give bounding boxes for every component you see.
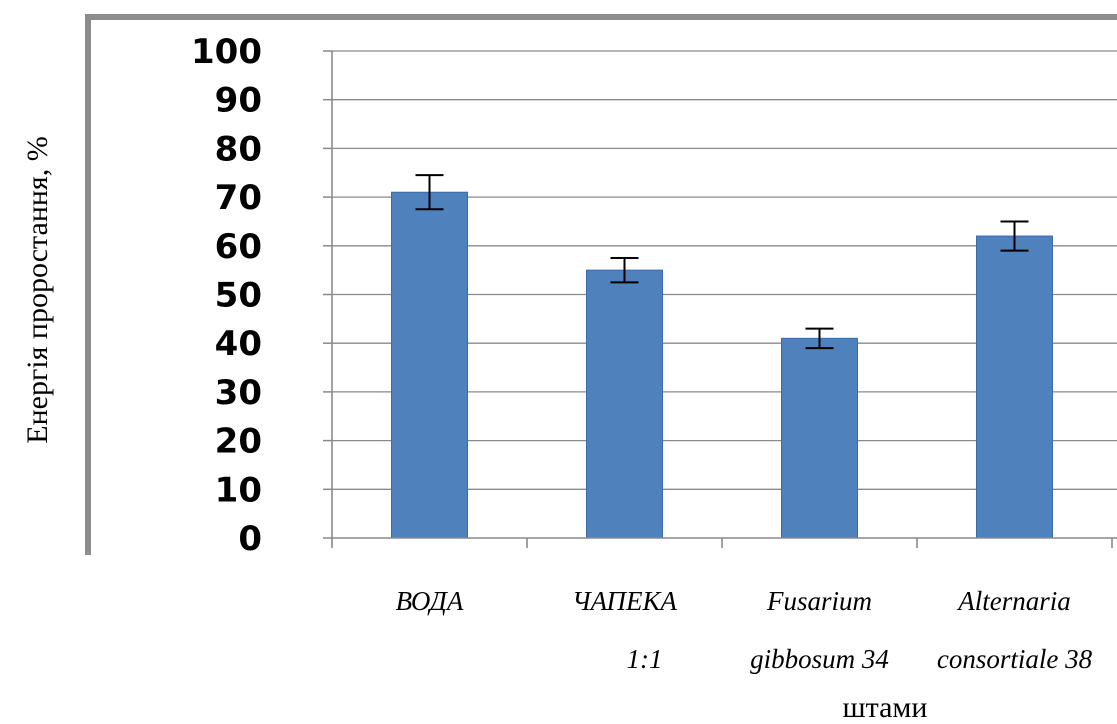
y-tick-label: 70	[215, 178, 262, 218]
x-axis-label: штами	[843, 691, 928, 724]
x-tick-labels: ВОДА ЧАПЕКА 1:1 Fusarium gibbosum 34 Alternar…	[396, 586, 1093, 674]
y-tick-label: 90	[215, 81, 262, 121]
y-tick-label: 30	[215, 373, 262, 413]
bar	[976, 235, 1053, 539]
y-tick-label: 40	[215, 324, 262, 364]
error-bar	[1000, 220, 1029, 252]
chart-frame	[85, 14, 1117, 555]
error-bars	[415, 174, 1029, 350]
bar	[586, 269, 663, 539]
error-bar	[610, 256, 639, 284]
x-tick-label: Alternaria	[956, 586, 1071, 616]
y-tick-label: 50	[215, 276, 262, 316]
bars	[391, 191, 1053, 539]
x-tick-label: Fusarium	[766, 586, 872, 616]
x-tick-label: consortiale 38	[937, 644, 1093, 674]
y-tick-label: 60	[215, 227, 262, 267]
y-axis-label: Енергія проростання, %	[21, 136, 54, 443]
error-bar	[805, 327, 834, 350]
y-tick-label: 0	[238, 519, 262, 559]
x-tick-label: gibbosum 34	[750, 644, 889, 674]
bar	[391, 191, 468, 539]
y-tick-label: 80	[215, 129, 262, 169]
plot-area-border	[85, 14, 1117, 555]
y-tick-label: 100	[191, 32, 262, 72]
x-tick-label: ВОДА	[396, 586, 464, 616]
bar	[781, 337, 858, 539]
error-bar	[415, 174, 444, 211]
x-tick-label: 1:1	[627, 644, 663, 674]
y-tick-label: 10	[215, 470, 262, 510]
y-tick-label: 20	[215, 422, 262, 462]
y-tick-labels: 0 10 20 30 40 50 60 70 80 90 100	[191, 32, 332, 559]
x-tick-label: ЧАПЕКА	[572, 586, 677, 616]
